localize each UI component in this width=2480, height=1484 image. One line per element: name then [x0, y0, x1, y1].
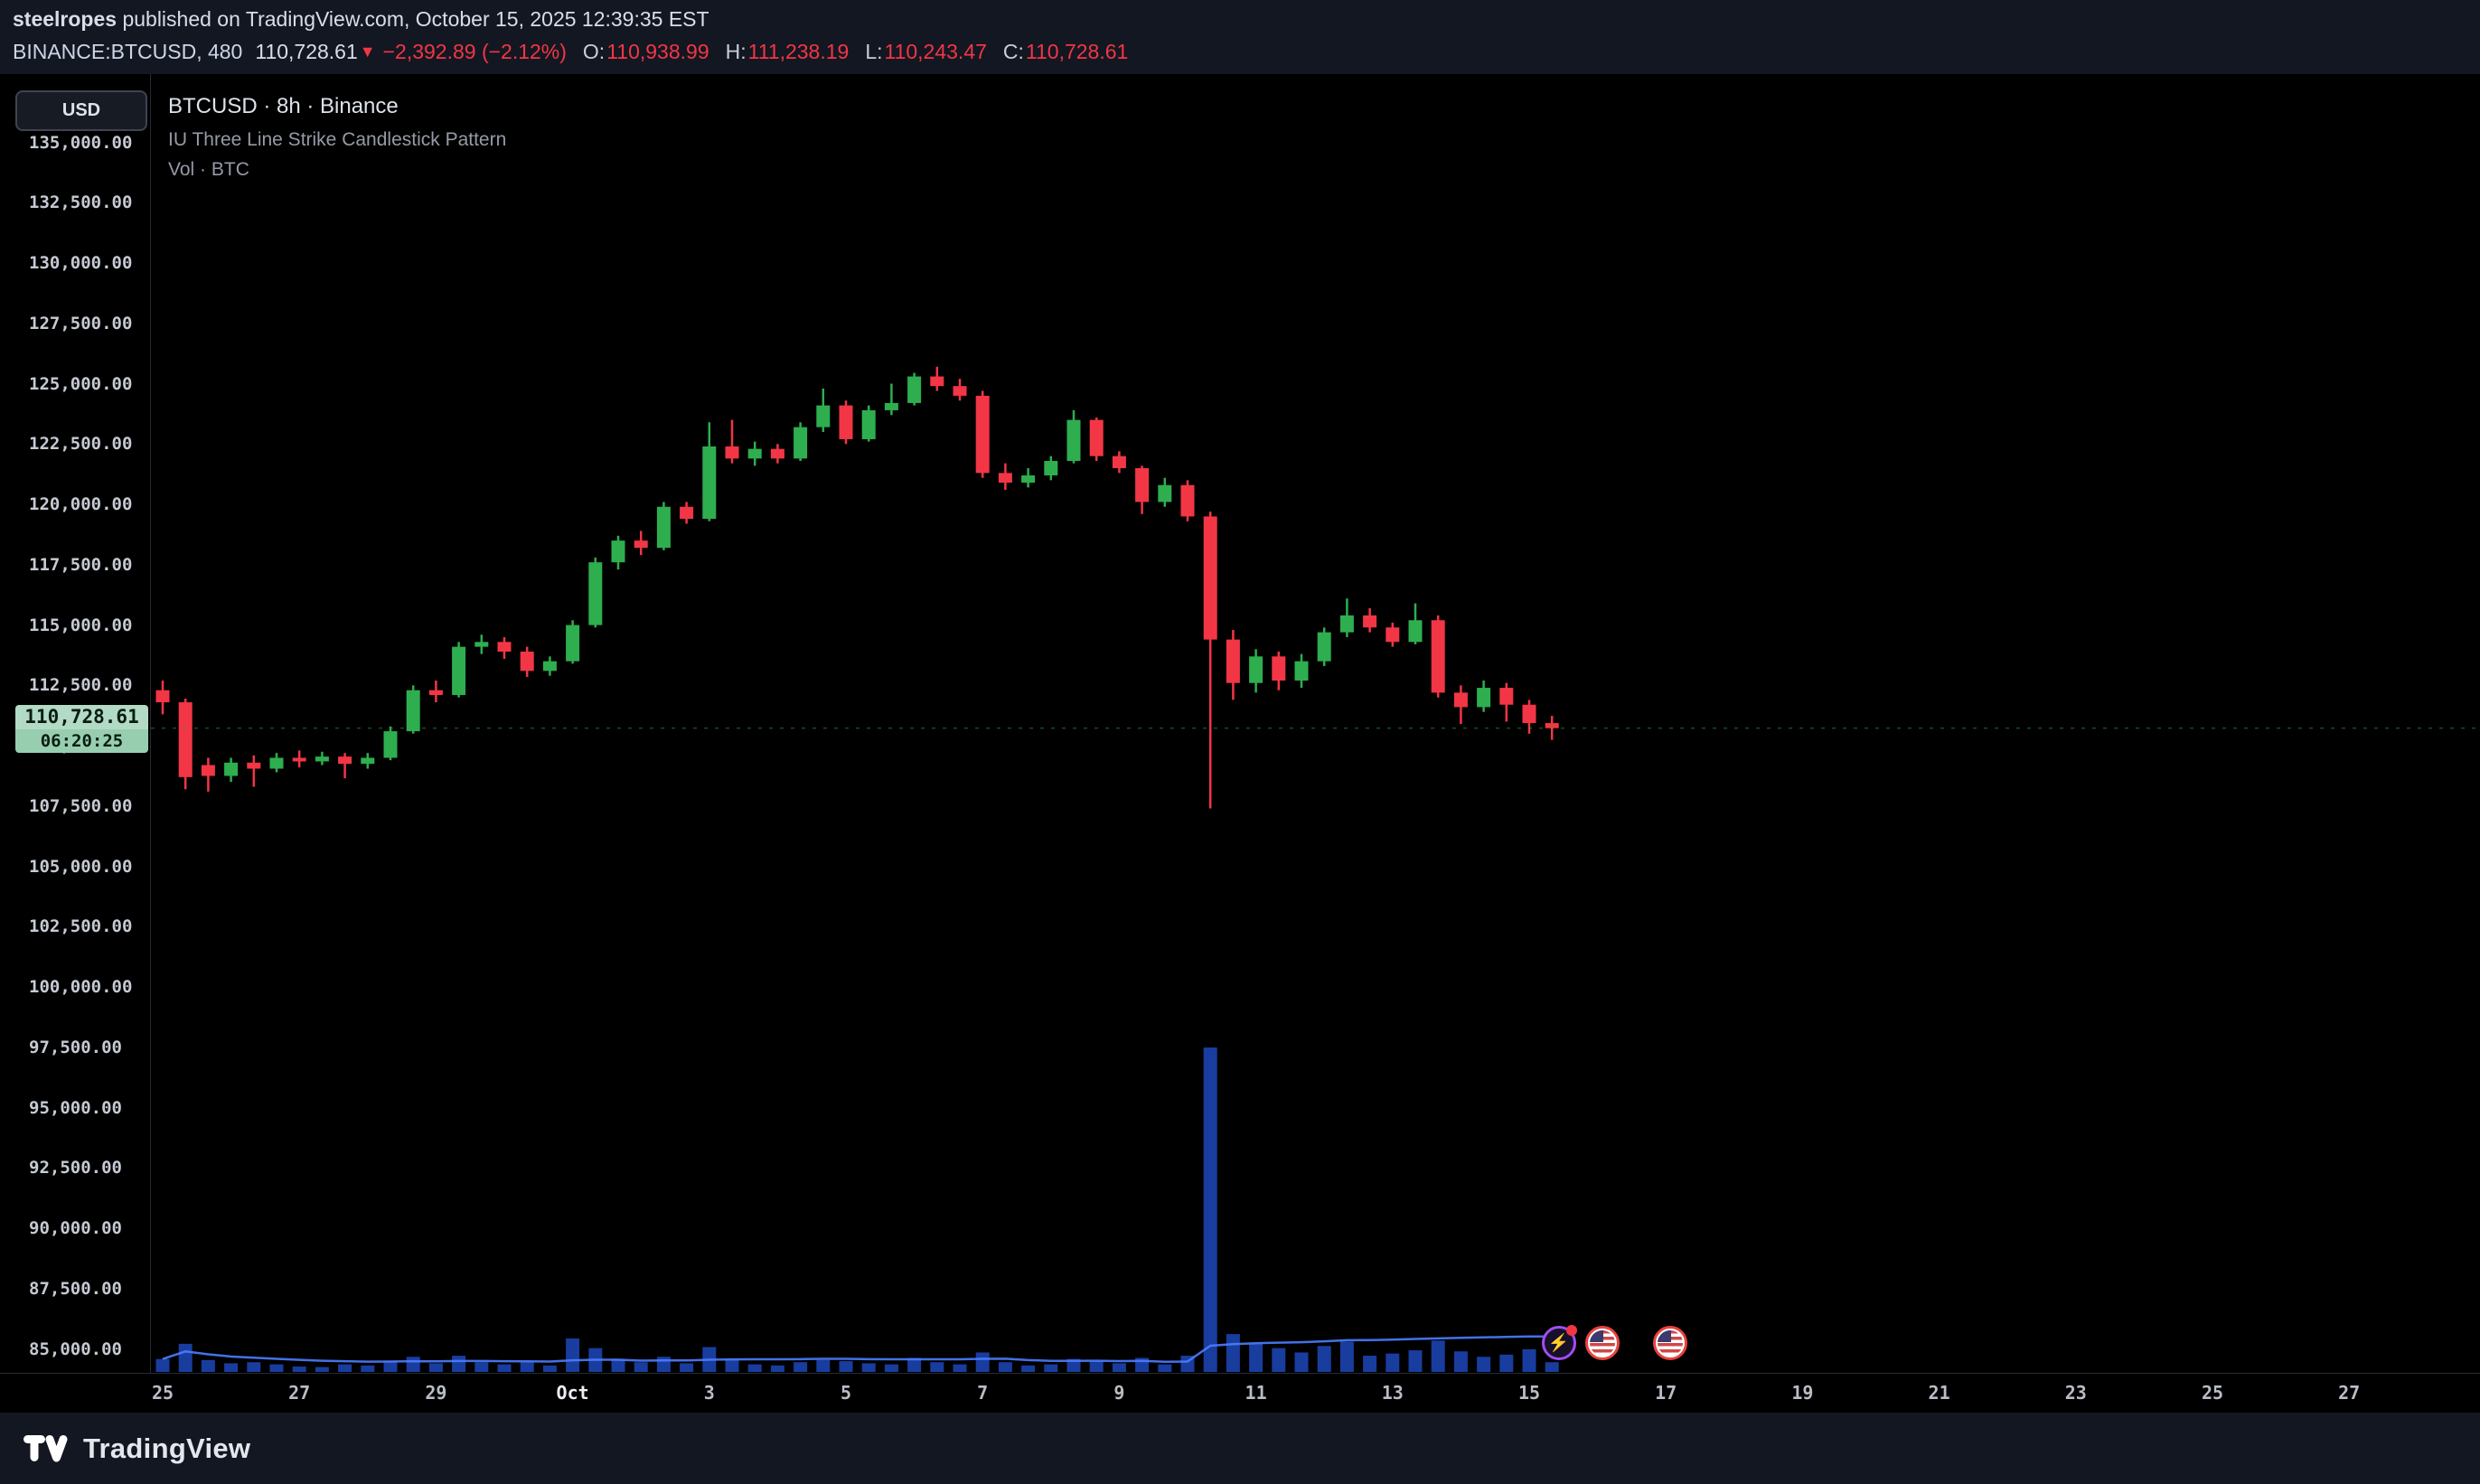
price-axis-label: 85,000.00: [29, 1338, 122, 1359]
price-axis-label: 130,000.00: [29, 253, 133, 274]
price-axis-label: 90,000.00: [29, 1218, 122, 1239]
high-value: 111,238.19: [747, 40, 850, 63]
price-axis-label: 127,500.00: [29, 313, 133, 333]
time-axis-label: 15: [1517, 1382, 1541, 1404]
volume-bars: [155, 1047, 1559, 1372]
price-axis-label: 107,500.00: [29, 795, 133, 816]
footer-bar: TradingView: [0, 1413, 2480, 1484]
publish-header: steelropes published on TradingView.com,…: [0, 0, 2480, 74]
ai-sparkle-event-icon[interactable]: ⚡: [1541, 1325, 1577, 1360]
symbol-name[interactable]: BINANCE:BTCUSD, 480: [13, 40, 243, 63]
price-axis-label: 97,500.00: [29, 1037, 122, 1057]
time-axis-label: 27: [2338, 1382, 2361, 1404]
price-axis-label: 105,000.00: [29, 856, 133, 877]
notification-dot: [1565, 1325, 1577, 1336]
time-axis-label: 5: [840, 1382, 852, 1404]
price-axis-label: 122,500.00: [29, 434, 133, 455]
legend-volume-indicator[interactable]: Vol · BTC: [168, 159, 249, 180]
time-axis-label: 13: [1381, 1382, 1404, 1404]
currency-toggle-button[interactable]: USD: [15, 90, 147, 131]
open-label: O:: [582, 40, 606, 63]
low-value: 110,243.47: [884, 40, 987, 63]
price-axis-label: 125,000.00: [29, 373, 133, 394]
close-value: 110,728.61: [1025, 40, 1129, 63]
us-flag-icon: [1658, 1330, 1684, 1356]
publish-meta: published on TradingView.com, October 15…: [117, 7, 709, 31]
current-price-tag: 110,728.61 06:20:25: [15, 704, 148, 753]
close-label: C:: [1002, 40, 1024, 63]
lightning-icon: ⚡: [1547, 1334, 1570, 1353]
price-axis-label: 92,500.00: [29, 1158, 122, 1179]
time-axis-label: 21: [1928, 1382, 1950, 1404]
down-arrow-icon: ▼: [359, 42, 376, 61]
price-axis-label: 100,000.00: [29, 977, 133, 998]
symbol-info-bar: BINANCE:BTCUSD, 480 110,728.61 ▼ −2,392.89 …: [13, 40, 1128, 64]
price-axis-label: 132,500.00: [29, 193, 133, 213]
candles: [155, 366, 1559, 809]
high-label: H:: [725, 40, 747, 63]
time-axis-label: 3: [703, 1382, 715, 1404]
time-axis[interactable]: 25 27 29 Oct 3 5 7 9 11 13 15 17 19 21 23 25 27: [0, 1373, 2480, 1414]
tradingview-wordmark[interactable]: TradingView: [83, 1432, 251, 1464]
us-flag-event-icon[interactable]: [1584, 1326, 1620, 1360]
price-axis-label: 135,000.00: [29, 132, 133, 153]
price-axis-label: 95,000.00: [29, 1097, 122, 1118]
time-axis-label: Oct: [556, 1382, 589, 1404]
us-flag-event-icon[interactable]: [1653, 1326, 1688, 1360]
time-axis-label: 23: [2064, 1382, 2087, 1404]
publish-info: steelropes published on TradingView.com,…: [13, 7, 709, 32]
time-axis-label: 25: [2201, 1382, 2224, 1404]
price-axis-label: 112,500.00: [29, 675, 133, 696]
volume-ma-line: [162, 1335, 1553, 1363]
time-axis-label: 29: [425, 1382, 447, 1404]
price-axis-label: 120,000.00: [29, 494, 133, 515]
time-axis-label: 27: [288, 1382, 311, 1404]
legend-indicator-name[interactable]: IU Three Line Strike Candlestick Pattern: [168, 129, 507, 150]
time-axis-label: 17: [1655, 1382, 1677, 1404]
time-axis-label: 19: [1791, 1382, 1814, 1404]
open-value: 110,938.99: [606, 40, 709, 63]
low-label: L:: [865, 40, 883, 63]
tradingview-logo-icon[interactable]: [23, 1433, 69, 1464]
us-flag-icon: [1589, 1330, 1615, 1356]
price-axis-label: 117,500.00: [29, 554, 133, 575]
price-axis-label: 115,000.00: [29, 615, 133, 635]
price-axis-label: 102,500.00: [29, 916, 133, 937]
time-axis-label: 9: [1113, 1382, 1125, 1404]
legend-symbol-title[interactable]: BTCUSD · 8h · Binance: [168, 94, 399, 118]
last-price: 110,728.61: [255, 40, 358, 63]
publisher-name: steelropes: [13, 7, 117, 31]
bar-close-countdown: 06:20:25: [15, 728, 148, 753]
time-axis-label: 7: [977, 1382, 989, 1404]
current-price-value: 110,728.61: [15, 704, 148, 729]
time-axis-label: 11: [1245, 1382, 1267, 1404]
price-axis-label: 87,500.00: [29, 1278, 122, 1299]
time-axis-label: 25: [151, 1382, 174, 1404]
price-change: −2,392.89 (−2.12%): [382, 40, 567, 63]
